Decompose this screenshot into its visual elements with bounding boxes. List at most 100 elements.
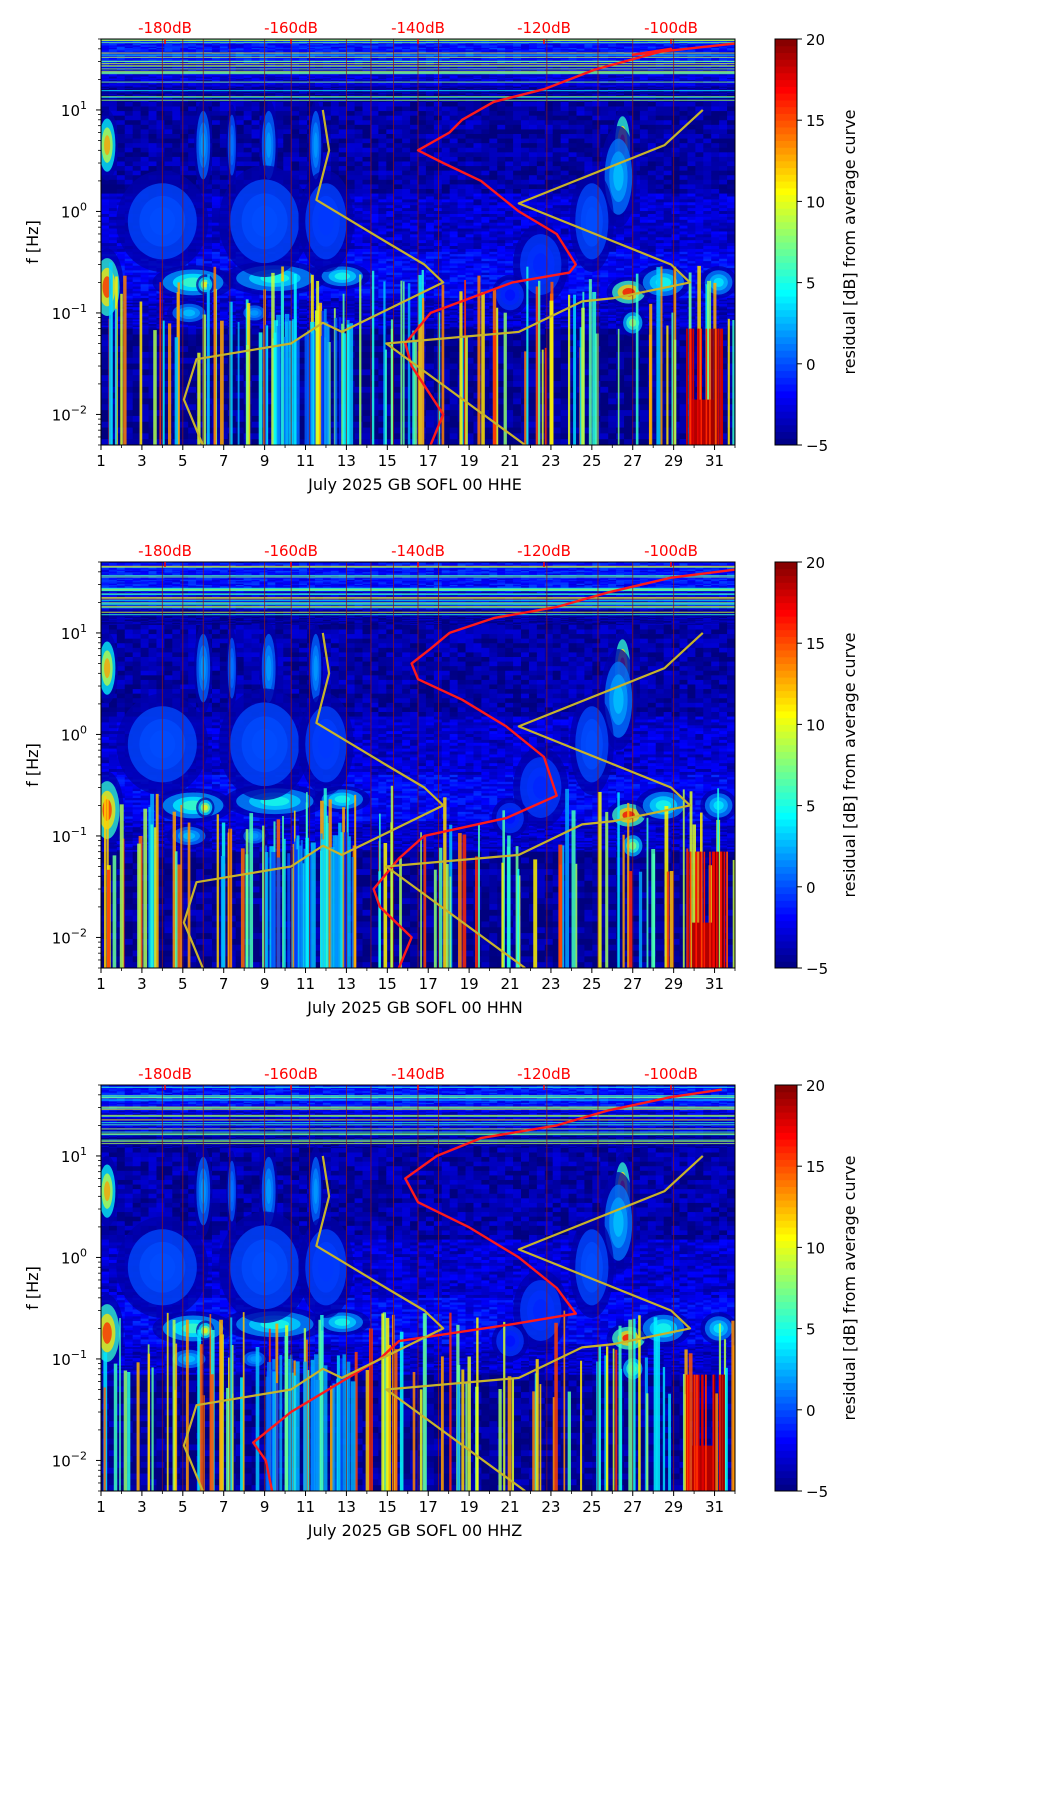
heatmap-cell — [211, 101, 221, 103]
heatmap-cell — [624, 66, 633, 69]
heatmap-cell — [616, 84, 625, 87]
heatmap-cell — [101, 76, 110, 79]
heatmap-cell — [362, 91, 372, 93]
heatmap-cell — [592, 85, 601, 88]
heatmap-cell — [624, 83, 633, 85]
heatmap-cell — [101, 88, 110, 90]
heatmap-cell — [299, 101, 308, 103]
heatmap-cell — [116, 42, 126, 45]
heatmap-cell — [536, 55, 546, 58]
heatmap-cell — [338, 55, 348, 58]
heatmap-cell — [299, 83, 308, 85]
heatmap-cell — [560, 88, 570, 90]
heatmap-cell — [576, 98, 586, 101]
heatmap-cell — [172, 88, 181, 91]
heatmap-cell — [647, 98, 657, 100]
heatmap-cell — [243, 79, 253, 82]
heatmap-cell — [647, 82, 657, 84]
heatmap-cell — [497, 75, 506, 78]
heatmap-cell — [116, 45, 126, 48]
heatmap-cell — [227, 83, 237, 85]
heatmap-cell — [362, 79, 372, 82]
heatmap-cell — [346, 82, 356, 84]
heatmap-cell — [568, 100, 578, 102]
heatmap-cell — [497, 77, 506, 80]
heatmap-cell — [544, 97, 554, 99]
heatmap-cell — [291, 88, 300, 91]
heatmap-cell — [663, 78, 673, 81]
heatmap-cell — [330, 49, 340, 52]
heatmap-cell — [528, 50, 538, 53]
heatmap-cell — [608, 88, 617, 91]
heatmap-cell — [180, 76, 189, 79]
heatmap-cell — [251, 88, 261, 90]
heatmap-cell — [188, 63, 197, 66]
heatmap-cell — [592, 94, 601, 97]
heatmap-cell — [116, 91, 126, 94]
heatmap-cell — [386, 74, 395, 77]
heatmap-cell — [299, 42, 308, 45]
heatmap-cell — [378, 44, 387, 46]
heatmap-cell — [402, 75, 411, 78]
heatmap-cell — [465, 58, 475, 61]
heatmap-cell — [116, 124, 126, 131]
heatmap-cell — [592, 50, 601, 53]
heatmap-cell — [354, 46, 364, 49]
heatmap-cell — [521, 45, 530, 48]
heatmap-cell — [386, 84, 395, 87]
heatmap-cell — [211, 76, 221, 79]
heatmap-cell — [695, 97, 704, 99]
heatmap-cell — [616, 91, 625, 93]
heatmap-cell — [275, 42, 284, 45]
heatmap-cell — [481, 85, 490, 88]
heatmap-cell — [124, 87, 134, 89]
heatmap-cell — [204, 62, 213, 64]
heatmap-cell — [608, 55, 617, 58]
heatmap-cell — [116, 59, 126, 62]
heatmap-cell — [727, 83, 735, 85]
heatmap-cell — [235, 91, 245, 94]
heatmap-cell — [362, 76, 372, 79]
heatmap-cell — [156, 98, 165, 101]
heatmap-cell — [267, 87, 276, 89]
heatmap-cell — [108, 66, 118, 69]
heatmap-cell — [568, 84, 578, 87]
heatmap-cell — [655, 88, 665, 90]
heatmap-cell — [354, 68, 364, 71]
heatmap-cell — [164, 93, 173, 95]
heatmap-cell — [188, 100, 197, 102]
heatmap-cell — [156, 120, 165, 126]
heatmap-cell — [521, 98, 530, 101]
heatmap-cell — [410, 98, 419, 101]
heatmap-cell — [560, 46, 570, 49]
heatmap-cell — [560, 98, 570, 100]
heatmap-cell — [473, 77, 482, 80]
heatmap-cell — [362, 50, 372, 53]
heatmap-cell — [108, 76, 118, 79]
heatmap-cell — [727, 68, 735, 71]
heatmap-cell — [647, 75, 657, 78]
heatmap-cell — [410, 84, 419, 87]
heatmap-cell — [687, 86, 696, 88]
heatmap-cell — [481, 68, 490, 71]
heatmap-cell — [322, 42, 332, 45]
heatmap-cell — [576, 68, 586, 71]
heatmap-cell — [148, 55, 158, 58]
heatmap-cell — [204, 98, 213, 100]
heatmap-cell — [671, 87, 681, 89]
heatmap-cell — [663, 59, 673, 62]
heatmap-cell — [338, 91, 348, 93]
heatmap-cell — [441, 50, 451, 53]
heatmap-cell — [687, 78, 696, 81]
heatmap-cell — [465, 53, 475, 55]
heatmap-cell — [560, 49, 570, 52]
heatmap-cell — [449, 85, 459, 88]
heatmap-cell — [124, 85, 134, 88]
heatmap-cell — [624, 88, 633, 91]
heatmap-cell — [489, 66, 498, 69]
heatmap-cell — [196, 44, 205, 46]
heatmap-cell — [219, 84, 229, 87]
heatmap-cell — [156, 91, 165, 93]
heatmap-cell — [513, 45, 522, 48]
heatmap-cell — [505, 83, 514, 85]
